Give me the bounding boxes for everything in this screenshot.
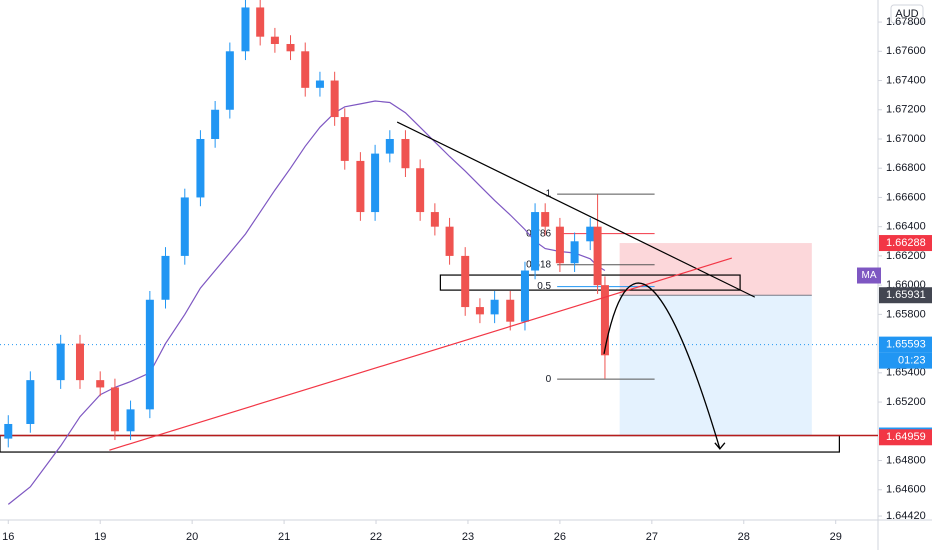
candle-body [26,380,35,424]
candle-body [385,138,394,154]
y-tick-label: 1.66800 [886,162,926,174]
x-tick-label: 16 [2,531,14,543]
y-tick-label: 1.64420 [886,510,926,522]
candle-body [461,255,470,308]
y-tick-label: 1.65800 [886,308,926,320]
candle-body [541,212,550,227]
fib-label: 0.5 [537,281,551,292]
y-tick-label: 1.67000 [886,133,926,145]
price-tag-label: 1.66288 [886,237,926,249]
y-tick-label: 1.66200 [886,250,926,262]
fib-label: 1 [546,189,552,200]
candle-body [586,226,595,242]
candle-body [286,43,295,52]
candle-body [445,226,454,256]
currency-box[interactable] [890,4,924,24]
candle-body [401,138,410,169]
candle-body [196,138,205,198]
countdown: 01:23 [898,355,926,367]
candle-body [416,168,425,213]
y-tick-label: 1.67400 [886,74,926,86]
price-tag [879,235,932,252]
candle-body [430,212,439,227]
price-tag-label: 1.65593 [886,339,926,351]
candle-body [161,255,170,300]
candle-body [520,270,529,322]
candle-body [315,80,324,88]
candle-body [475,307,484,315]
x-tick-label: 29 [830,531,842,543]
candle-body [241,7,250,52]
candle-body [145,299,154,410]
candle-body [56,343,65,381]
y-tick-label: 1.64600 [886,484,926,496]
price-tag [879,429,932,446]
ma-tag [857,267,881,284]
candle-body [531,212,540,271]
ma-line [7,100,606,505]
candle-body [211,109,220,139]
trendline [109,257,732,451]
countdown-box [879,352,932,369]
price-tag [879,287,932,304]
candle-body [356,160,365,213]
trendline [396,121,756,298]
candle-body [110,387,119,432]
x-tick-label: 23 [462,531,474,543]
x-tick-label: 27 [646,531,658,543]
candle-body [600,285,609,356]
fib-label: 0 [546,374,552,385]
y-tick-label: 1.65400 [886,367,926,379]
y-tick-label: 1.66400 [886,221,926,233]
x-tick-label: 28 [738,531,750,543]
candle-body [256,7,265,37]
currency: AUD [895,8,918,20]
candle-body [340,117,349,161]
arrow-head [714,442,726,450]
candle-body [180,197,189,256]
y-tick-label: 1.64800 [886,454,926,466]
target-zone [619,295,812,436]
x-tick-label: 22 [370,531,382,543]
candle-body [301,51,310,88]
candle-body [96,380,105,388]
y-tick-label: 1.67800 [886,16,926,28]
candle-body [330,80,339,118]
x-tick-label: 26 [554,531,566,543]
y-tick-label: 1.65200 [886,396,926,408]
candle-body [4,423,13,439]
price-tag-label: 1.64959 [886,431,926,443]
forecast-arrow [603,282,721,450]
candle-body [270,36,279,44]
candle-body [506,299,515,322]
zone [439,274,741,291]
price-tag [879,336,932,353]
ma-tag-label: MA [862,270,877,281]
candle-body [593,226,602,286]
x-tick-label: 21 [278,531,290,543]
y-tick-label: 1.66600 [886,191,926,203]
candle-body [570,241,579,264]
y-tick-label: 1.67200 [886,104,926,116]
candle-body [75,343,84,381]
price-tag-label: 1.65931 [886,289,926,301]
candle-body [555,226,564,264]
candle-body [126,409,135,432]
candle-body [371,153,380,213]
x-tick-label: 20 [186,531,198,543]
plot-area: 10.7860.6180.50 [0,0,878,505]
candle-body [225,51,234,110]
y-tick-label: 1.67600 [886,45,926,57]
x-tick-label: 19 [94,531,106,543]
candle-body [490,299,499,315]
